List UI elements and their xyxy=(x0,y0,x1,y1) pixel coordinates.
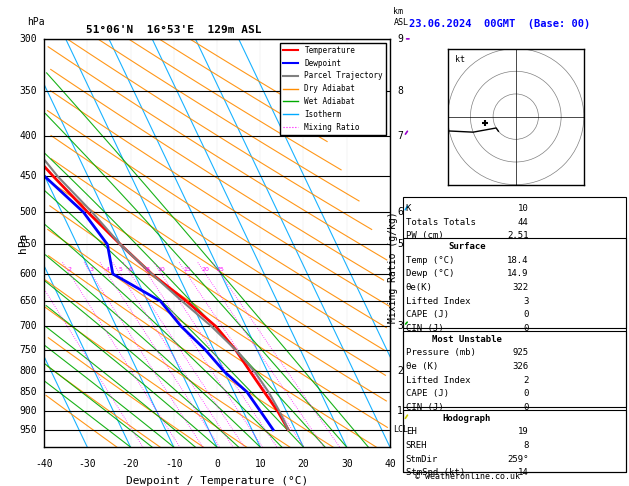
Text: 450: 450 xyxy=(19,172,37,181)
Text: 44: 44 xyxy=(518,218,528,227)
Text: 51°06'N  16°53'E  129m ASL: 51°06'N 16°53'E 129m ASL xyxy=(86,25,261,35)
Text: Surface: Surface xyxy=(448,242,486,251)
Text: 0: 0 xyxy=(523,310,528,319)
Text: θe(K): θe(K) xyxy=(406,283,433,292)
Text: 700: 700 xyxy=(19,321,37,331)
Text: 300: 300 xyxy=(19,34,37,44)
Text: 2: 2 xyxy=(523,376,528,384)
Text: 15: 15 xyxy=(183,267,191,272)
Text: 850: 850 xyxy=(19,387,37,397)
Text: θe (K): θe (K) xyxy=(406,362,438,371)
Text: 10: 10 xyxy=(518,204,528,213)
Text: -40: -40 xyxy=(35,459,53,469)
Text: 350: 350 xyxy=(19,86,37,96)
Text: 0: 0 xyxy=(523,389,528,398)
Text: LCL: LCL xyxy=(394,425,408,434)
Text: 18.4: 18.4 xyxy=(507,256,528,265)
Text: 9: 9 xyxy=(397,34,403,44)
Text: -20: -20 xyxy=(121,459,140,469)
Text: 7: 7 xyxy=(397,131,403,141)
Text: Dewp (°C): Dewp (°C) xyxy=(406,269,454,278)
Text: 900: 900 xyxy=(19,406,37,417)
Text: CIN (J): CIN (J) xyxy=(406,324,443,333)
Text: StmSpd (kt): StmSpd (kt) xyxy=(406,468,465,477)
Text: StmDir: StmDir xyxy=(406,454,438,464)
Text: 19: 19 xyxy=(518,427,528,436)
Text: 2.51: 2.51 xyxy=(507,231,528,241)
Text: 500: 500 xyxy=(19,207,37,217)
Text: 3: 3 xyxy=(89,267,94,272)
Text: © weatheronline.co.uk: © weatheronline.co.uk xyxy=(415,472,520,481)
Text: 3: 3 xyxy=(523,296,528,306)
Text: Lifted Index: Lifted Index xyxy=(406,376,470,384)
Text: 8: 8 xyxy=(397,86,403,96)
Text: 600: 600 xyxy=(19,269,37,279)
Text: Mixing Ratio (g/kg): Mixing Ratio (g/kg) xyxy=(388,211,398,323)
Text: 0: 0 xyxy=(523,324,528,333)
Text: 4: 4 xyxy=(106,267,109,272)
Text: km
ASL: km ASL xyxy=(394,7,408,27)
Text: CAPE (J): CAPE (J) xyxy=(406,389,448,398)
Text: CAPE (J): CAPE (J) xyxy=(406,310,448,319)
Text: 20: 20 xyxy=(298,459,309,469)
Text: 8: 8 xyxy=(523,441,528,450)
Text: Temp (°C): Temp (°C) xyxy=(406,256,454,265)
Text: Hodograph: Hodograph xyxy=(443,414,491,423)
Text: 0: 0 xyxy=(214,459,220,469)
Text: K: K xyxy=(406,204,411,213)
Text: Pressure (mb): Pressure (mb) xyxy=(406,348,476,357)
Text: 550: 550 xyxy=(19,240,37,249)
Text: hPa: hPa xyxy=(26,17,45,27)
Text: 400: 400 xyxy=(19,131,37,141)
Text: 2: 2 xyxy=(68,267,72,272)
Text: 5: 5 xyxy=(397,240,403,249)
Text: CIN (J): CIN (J) xyxy=(406,403,443,412)
Text: 8: 8 xyxy=(146,267,150,272)
Text: 5: 5 xyxy=(118,267,122,272)
Text: -10: -10 xyxy=(165,459,182,469)
Text: 322: 322 xyxy=(512,283,528,292)
Text: 950: 950 xyxy=(19,425,37,435)
Text: PW (cm): PW (cm) xyxy=(406,231,443,241)
Text: hPa: hPa xyxy=(18,233,28,253)
Text: -30: -30 xyxy=(79,459,96,469)
Text: EH: EH xyxy=(406,427,416,436)
Text: kt: kt xyxy=(455,55,465,65)
Text: Totals Totals: Totals Totals xyxy=(406,218,476,227)
Text: 23.06.2024  00GMT  (Base: 00): 23.06.2024 00GMT (Base: 00) xyxy=(409,19,590,30)
Text: 40: 40 xyxy=(384,459,396,469)
Legend: Temperature, Dewpoint, Parcel Trajectory, Dry Adiabat, Wet Adiabat, Isotherm, Mi: Temperature, Dewpoint, Parcel Trajectory… xyxy=(280,43,386,135)
Text: 750: 750 xyxy=(19,345,37,355)
Text: 14.9: 14.9 xyxy=(507,269,528,278)
Text: Most Unstable: Most Unstable xyxy=(432,335,502,344)
Text: Dewpoint / Temperature (°C): Dewpoint / Temperature (°C) xyxy=(126,476,308,486)
Text: 0: 0 xyxy=(523,403,528,412)
Text: 925: 925 xyxy=(512,348,528,357)
Text: 6: 6 xyxy=(397,207,403,217)
Text: 10: 10 xyxy=(254,459,266,469)
Text: SREH: SREH xyxy=(406,441,427,450)
Text: 259°: 259° xyxy=(507,454,528,464)
Text: 6: 6 xyxy=(129,267,133,272)
Text: 3: 3 xyxy=(397,321,403,331)
Text: 1: 1 xyxy=(397,406,403,417)
Text: 800: 800 xyxy=(19,366,37,377)
Text: 30: 30 xyxy=(341,459,353,469)
Text: 14: 14 xyxy=(518,468,528,477)
Text: 25: 25 xyxy=(216,267,225,272)
Text: 2: 2 xyxy=(397,366,403,377)
Text: Lifted Index: Lifted Index xyxy=(406,296,470,306)
Text: 326: 326 xyxy=(512,362,528,371)
Text: 10: 10 xyxy=(157,267,165,272)
Text: 650: 650 xyxy=(19,296,37,306)
Text: 20: 20 xyxy=(202,267,209,272)
